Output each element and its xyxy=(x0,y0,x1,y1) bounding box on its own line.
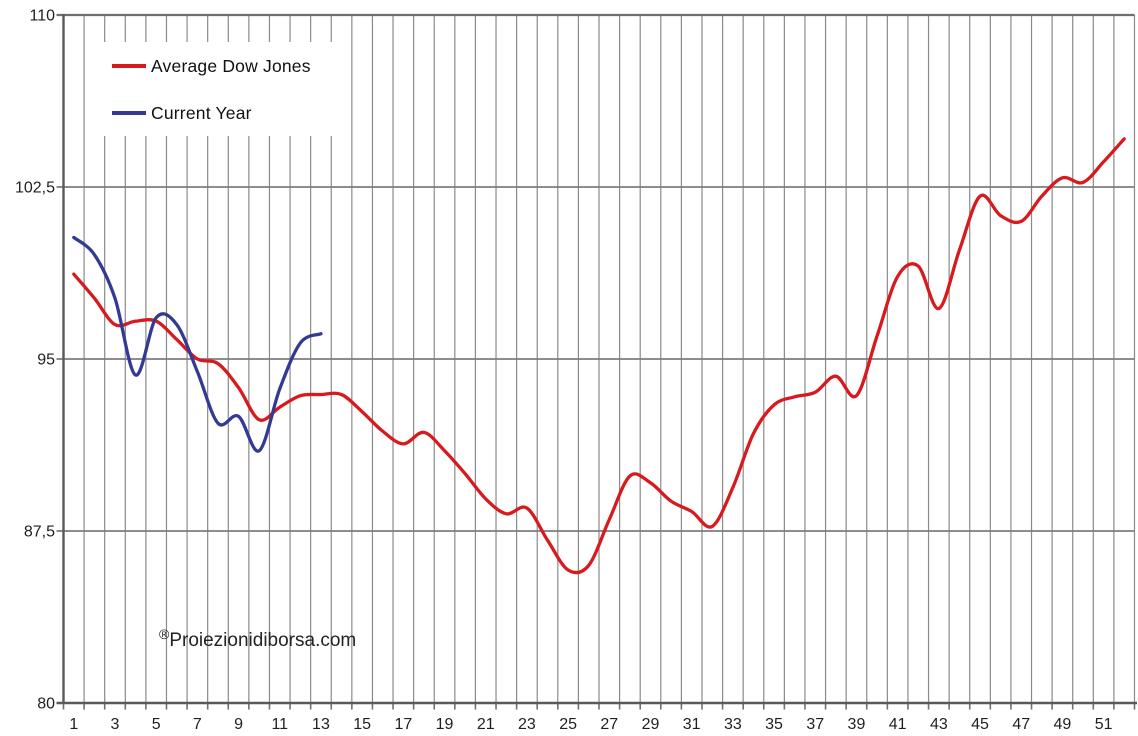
x-axis-label: 17 xyxy=(394,716,412,733)
x-axis-label: 11 xyxy=(271,716,288,733)
x-axis-label: 5 xyxy=(152,716,161,733)
x-axis-label: 35 xyxy=(765,716,783,733)
x-axis-label: 37 xyxy=(806,716,824,733)
x-axis-label: 33 xyxy=(724,716,742,733)
x-axis-label: 23 xyxy=(518,716,536,733)
legend-item-average-dow-jones: Average Dow Jones xyxy=(103,54,335,78)
y-axis-label: 87,5 xyxy=(24,524,55,541)
series-line-average-dow-jones xyxy=(72,137,1126,575)
x-axis-label: 29 xyxy=(642,716,660,733)
x-axis-label: 49 xyxy=(1054,716,1072,733)
x-axis-label: 41 xyxy=(889,716,907,733)
legend-line-swatch-blue xyxy=(112,111,146,115)
x-axis-label: 43 xyxy=(930,716,948,733)
y-axis-label: 110 xyxy=(29,8,55,25)
x-axis-label: 45 xyxy=(971,716,989,733)
y-axis-label: 102,5 xyxy=(15,180,55,197)
registered-trademark-icon: ® xyxy=(159,626,170,642)
legend-label-average-dow-jones: Average Dow Jones xyxy=(151,55,311,76)
x-axis-label: 39 xyxy=(848,716,866,733)
legend-item-current-year: Current Year xyxy=(103,101,335,125)
y-axis-label: 80 xyxy=(37,696,55,713)
x-axis-label: 19 xyxy=(436,716,454,733)
legend: Average Dow Jones Current Year xyxy=(103,42,335,136)
x-axis-label: 15 xyxy=(353,716,371,733)
legend-label-current-year: Current Year xyxy=(151,102,252,123)
x-axis-label: 27 xyxy=(600,716,618,733)
y-axis-label: 95 xyxy=(37,352,55,369)
x-axis-label: 47 xyxy=(1012,716,1030,733)
x-axis-label: 9 xyxy=(234,716,243,733)
x-axis-label: 31 xyxy=(683,716,701,733)
x-axis-label: 25 xyxy=(559,716,577,733)
series-line-current-year xyxy=(72,235,323,453)
x-axis-label: 13 xyxy=(312,716,330,733)
x-axis-label: 3 xyxy=(111,716,120,733)
x-axis-label: 7 xyxy=(193,716,202,733)
x-axis-label: 51 xyxy=(1095,716,1113,733)
watermark-text: Proiezionidiborsa.com xyxy=(169,630,357,651)
watermark: ®Proiezionidiborsa.com xyxy=(159,626,356,652)
x-axis-label: 1 xyxy=(69,716,78,733)
legend-line-swatch-red xyxy=(112,64,146,68)
x-axis-label: 21 xyxy=(477,716,495,733)
